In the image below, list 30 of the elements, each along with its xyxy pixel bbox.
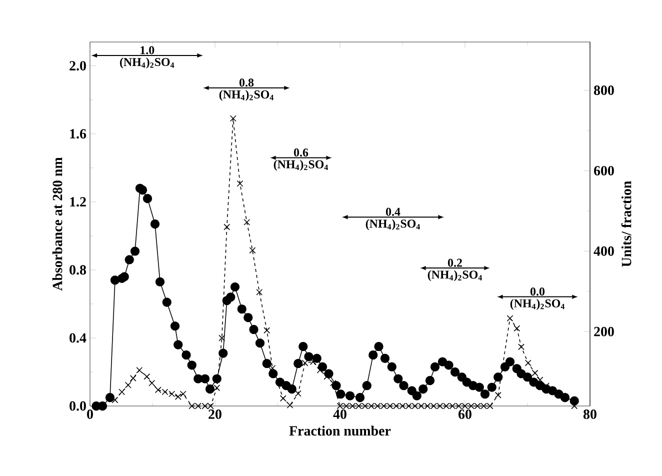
annotation: 0.2 [448, 258, 462, 267]
annotation: (NH$_{4}$)$_{2}$SO$_{4}$ [510, 298, 565, 310]
y-tick-label: 2.0 [70, 61, 86, 71]
x-tick-label: 40 [333, 410, 346, 419]
x-tick-label: 80 [583, 410, 596, 419]
y-tick-label: 0.0 [70, 401, 86, 411]
y2-tick-label: 600 [594, 166, 614, 176]
y-tick-label: 1.2 [70, 197, 86, 207]
y-tick-label: 1.6 [70, 129, 86, 139]
y-axis-title: Absorbance at 280 nm [52, 157, 62, 291]
x-tick-label: 20 [208, 410, 222, 419]
y-tick-label: 0.4 [70, 333, 86, 343]
annotation: (NH$_{4}$)$_{2}$SO$_{4}$ [274, 160, 328, 171]
annotation: (NH$_{4}$)$_{2}$SO$_{4}$ [428, 270, 482, 282]
annotation: 1.0 [140, 46, 154, 54]
annotation: 0.8 [239, 78, 254, 87]
annotation: 0.0 [530, 287, 545, 296]
annotation: (NH$_{4}$)$_{2}$SO$_{4}$ [219, 90, 274, 101]
annotation: (NH$_{4}$)$_{2}$SO$_{4}$ [120, 58, 174, 68]
x-tick-label: 60 [458, 410, 472, 419]
y2-axis-title: Units/ fraction [621, 181, 632, 267]
annotation: (NH$_{4}$)$_{2}$SO$_{4}$ [366, 219, 420, 230]
y-tick-label: 0.8 [70, 265, 86, 275]
annotation: 0.4 [386, 208, 400, 216]
annotation: 0.6 [294, 148, 308, 157]
y2-tick-label: 800 [594, 86, 614, 95]
y2-tick-label: 400 [594, 246, 614, 256]
y2-tick-label: 200 [594, 326, 614, 336]
x-tick-label: 0 [87, 410, 93, 419]
x-axis-title: Fraction number [289, 426, 391, 436]
